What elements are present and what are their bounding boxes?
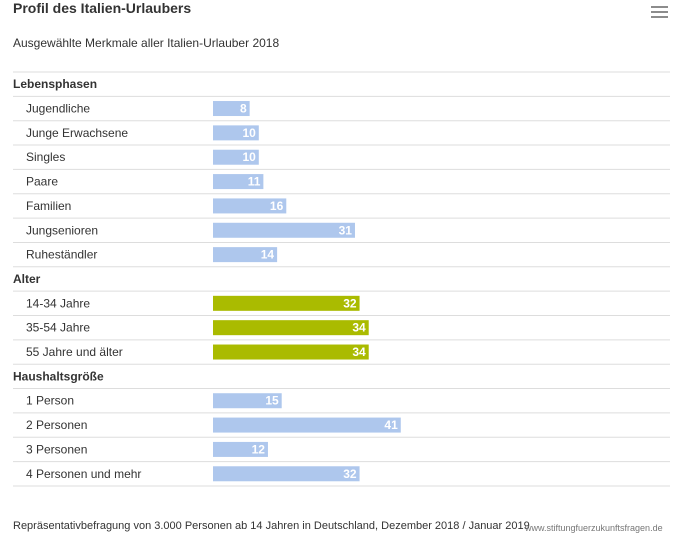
bar bbox=[213, 441, 268, 457]
bar bbox=[213, 149, 259, 165]
category-label: Jugendliche bbox=[26, 102, 90, 116]
category-label: Familien bbox=[26, 199, 71, 213]
bar bbox=[213, 125, 259, 141]
bar bbox=[213, 174, 264, 190]
category-label: 35-54 Jahre bbox=[26, 321, 90, 335]
category-label: 14-34 Jahre bbox=[26, 296, 90, 310]
footer-source: Repräsentativbefragung von 3.000 Persone… bbox=[13, 520, 530, 532]
value-label: 11 bbox=[248, 175, 261, 189]
value-label: 15 bbox=[265, 394, 279, 408]
value-label: 34 bbox=[352, 321, 366, 335]
bar bbox=[213, 295, 360, 311]
value-label: 32 bbox=[343, 467, 357, 481]
value-label: 41 bbox=[384, 418, 398, 432]
category-label: Singles bbox=[26, 150, 65, 164]
category-label: 55 Jahre und älter bbox=[26, 345, 123, 359]
value-label: 16 bbox=[270, 199, 284, 213]
category-label: Ruheständler bbox=[26, 248, 97, 262]
menu-icon[interactable] bbox=[651, 6, 668, 20]
category-label: 3 Personen bbox=[26, 442, 87, 456]
value-label: 31 bbox=[339, 223, 353, 237]
value-label: 34 bbox=[352, 345, 366, 359]
value-label: 8 bbox=[240, 102, 247, 116]
category-label: Paare bbox=[26, 175, 58, 189]
group-label: Alter bbox=[13, 272, 41, 286]
bar bbox=[213, 247, 278, 263]
footer-credit: www.stiftungfuerzukunftsfragen.de bbox=[525, 523, 663, 533]
group-label: Lebensphasen bbox=[13, 77, 97, 91]
bar bbox=[213, 101, 250, 117]
category-label: 1 Person bbox=[26, 394, 74, 408]
bar bbox=[213, 344, 369, 360]
bar bbox=[213, 466, 360, 482]
bar bbox=[213, 417, 401, 433]
bar bbox=[213, 320, 369, 336]
category-label: Jungsenioren bbox=[26, 223, 98, 237]
chart-subtitle: Ausgewählte Merkmale aller Italien-Urlau… bbox=[13, 36, 280, 50]
category-label: 2 Personen bbox=[26, 418, 87, 432]
value-label: 10 bbox=[242, 126, 256, 140]
value-label: 14 bbox=[261, 248, 275, 262]
bar bbox=[213, 198, 287, 214]
chart-title: Profil des Italien-Urlaubers bbox=[13, 0, 192, 16]
group-label: Haushaltsgröße bbox=[13, 369, 104, 383]
value-label: 10 bbox=[242, 150, 256, 164]
chart: Lebensphasen Jugendliche 8 Junge Erwachsene… bbox=[13, 71, 670, 487]
value-label: 32 bbox=[343, 296, 357, 310]
bar bbox=[213, 222, 355, 238]
value-label: 12 bbox=[252, 442, 266, 456]
bar bbox=[213, 393, 282, 409]
category-label: Junge Erwachsene bbox=[26, 126, 128, 140]
category-label: 4 Personen und mehr bbox=[26, 467, 141, 481]
